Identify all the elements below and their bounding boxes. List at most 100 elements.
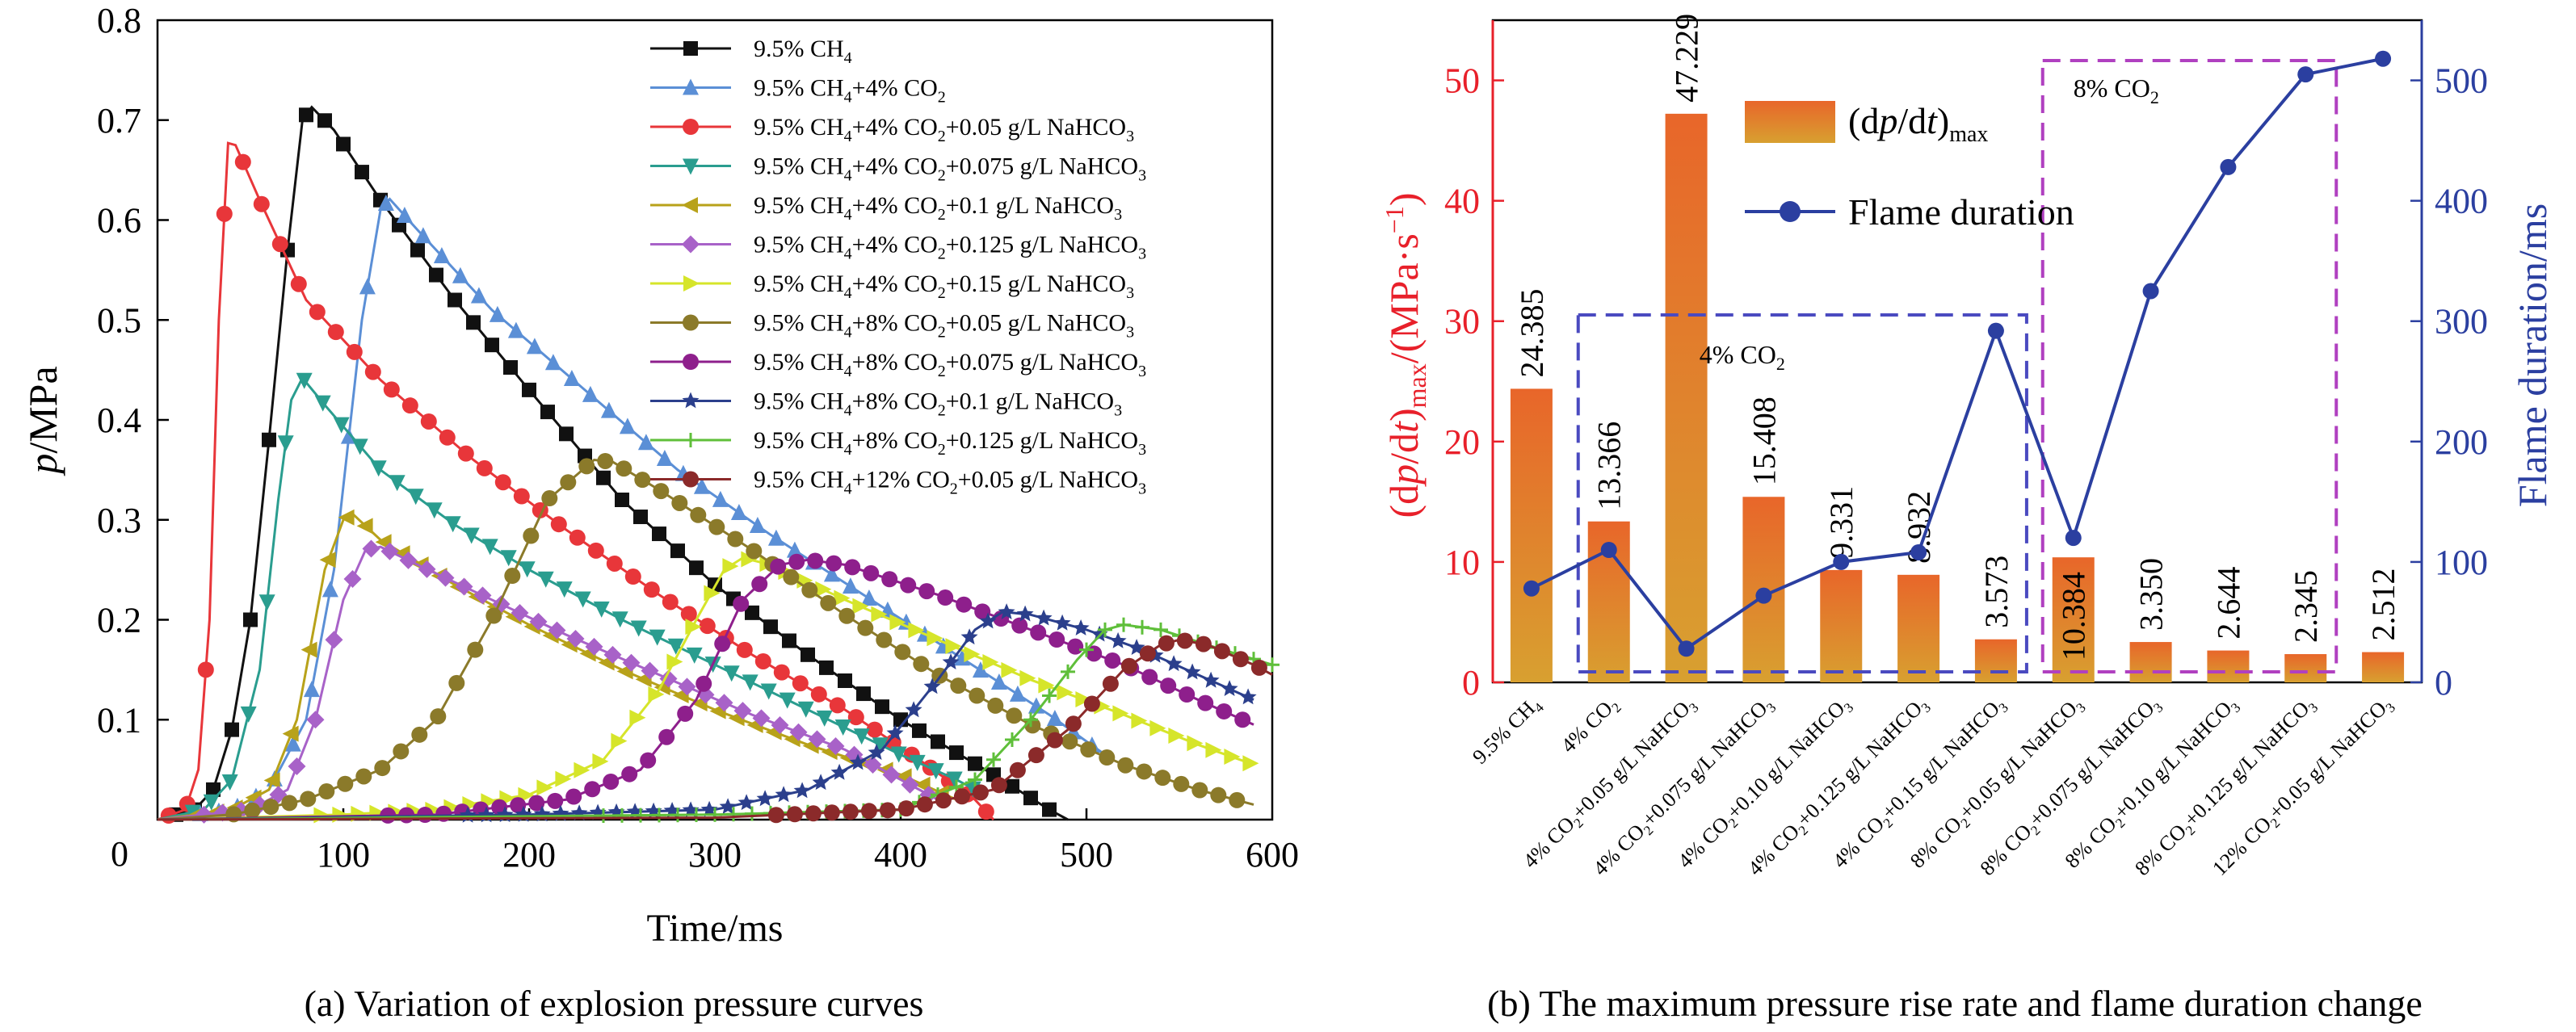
data-point <box>789 723 808 741</box>
flame-duration-path <box>1531 57 2384 652</box>
bar-7 <box>1974 639 2017 682</box>
data-point <box>801 581 818 598</box>
data-point <box>1168 728 1185 745</box>
panel-a-ytick-label: 0.4 <box>97 401 141 440</box>
data-point <box>203 794 220 811</box>
data-point <box>864 755 882 774</box>
data-point <box>1160 678 1177 694</box>
data-point <box>1009 761 1026 778</box>
flame-duration-point <box>2142 283 2159 300</box>
data-point <box>452 266 469 283</box>
data-point <box>856 686 871 702</box>
data-point <box>979 612 997 629</box>
data-point <box>849 753 867 770</box>
data-point <box>544 354 561 371</box>
panel-b-legend: (dp/dt)max Flame duration <box>1745 100 2074 233</box>
data-point <box>1221 680 1238 696</box>
flame-duration-point <box>1600 542 1617 558</box>
legend-marker <box>683 41 698 56</box>
legend-label: 9.5% CH4+8% CO2+0.05 g/L NaHCO3 <box>754 310 1134 342</box>
data-point <box>1023 791 1038 806</box>
legend-label: 9.5% CH4+8% CO2+0.1 g/L NaHCO3 <box>754 388 1122 420</box>
panel-b-ylabel-right: Flame duration/ms <box>2510 203 2555 507</box>
data-point <box>593 601 610 618</box>
legend-label: 9.5% CH4 <box>754 36 852 67</box>
data-point <box>463 527 480 544</box>
data-point <box>536 779 553 796</box>
panel-b-plot-frame <box>1491 19 2423 684</box>
data-point <box>808 730 826 749</box>
data-point <box>556 581 573 598</box>
bar-1 <box>1510 388 1553 682</box>
legend-label: 9.5% CH4+12% CO2+0.05 g/L NaHCO3 <box>754 467 1146 498</box>
panel-a-ytick-label: 0.2 <box>97 601 141 640</box>
data-point <box>770 558 787 575</box>
data-point <box>314 395 331 412</box>
data-point <box>886 724 904 741</box>
bar-value-label: 3.573 <box>1978 556 2015 628</box>
data-point <box>1079 642 1094 657</box>
legend-item-12: 9.5% CH4+12% CO2+0.05 g/L NaHCO3 <box>650 467 1146 498</box>
data-point <box>722 558 739 575</box>
data-point <box>946 771 963 788</box>
data-point <box>643 581 660 598</box>
data-point <box>430 708 447 725</box>
data-point <box>1154 770 1171 787</box>
legend-item-line: Flame duration <box>1745 191 2074 233</box>
bar-value-label: 2.644 <box>2210 567 2246 640</box>
data-point <box>603 645 622 664</box>
panel-a-ytick-label: 0.6 <box>97 201 141 241</box>
data-point <box>489 305 506 322</box>
data-point <box>658 728 675 745</box>
data-point <box>436 568 455 587</box>
data-point <box>1112 705 1129 722</box>
data-point <box>990 673 1007 690</box>
data-point <box>805 805 822 822</box>
data-point <box>1027 697 1044 714</box>
data-point <box>467 641 484 658</box>
data-point <box>513 488 530 505</box>
data-point <box>889 614 906 631</box>
data-point <box>909 754 926 771</box>
data-point <box>872 737 889 754</box>
data-point <box>578 458 595 475</box>
data-point <box>682 801 700 818</box>
data-point <box>319 552 336 568</box>
data-point <box>767 529 784 546</box>
data-point <box>927 630 943 647</box>
data-point <box>633 510 648 525</box>
data-point <box>746 543 763 560</box>
series-line-9 <box>157 552 1254 824</box>
data-point <box>771 716 789 735</box>
data-point <box>968 756 982 771</box>
data-point <box>606 555 623 572</box>
data-point <box>656 450 673 467</box>
flame-duration-point <box>1987 322 2004 339</box>
data-point <box>1083 695 1100 712</box>
panel-a-ytick-label: 0.7 <box>97 101 141 141</box>
data-point <box>640 752 657 769</box>
data-point <box>243 612 258 627</box>
annotation-box <box>2040 59 2339 673</box>
right-ytick-label: 0 <box>2435 663 2452 703</box>
data-point <box>853 728 870 745</box>
data-point <box>942 653 960 669</box>
data-point <box>318 783 335 800</box>
data-point <box>356 518 373 535</box>
data-point <box>1001 661 1018 678</box>
data-point <box>829 697 846 714</box>
data-point <box>1234 711 1251 728</box>
data-point <box>671 494 688 511</box>
data-point <box>522 382 536 397</box>
left-ytick-label: 40 <box>1444 182 1480 221</box>
data-point <box>901 775 919 794</box>
data-point <box>429 267 443 283</box>
legend-bar-label: (dp/dt)max <box>1848 100 1988 147</box>
legend-item-11: 9.5% CH4+8% CO2+0.125 g/L NaHCO3 <box>650 427 1146 459</box>
data-point <box>1195 636 1212 652</box>
data-point <box>296 372 313 389</box>
data-point <box>908 622 925 639</box>
data-point <box>325 631 343 649</box>
data-point <box>834 719 851 736</box>
panel-a-lines <box>157 105 1280 824</box>
